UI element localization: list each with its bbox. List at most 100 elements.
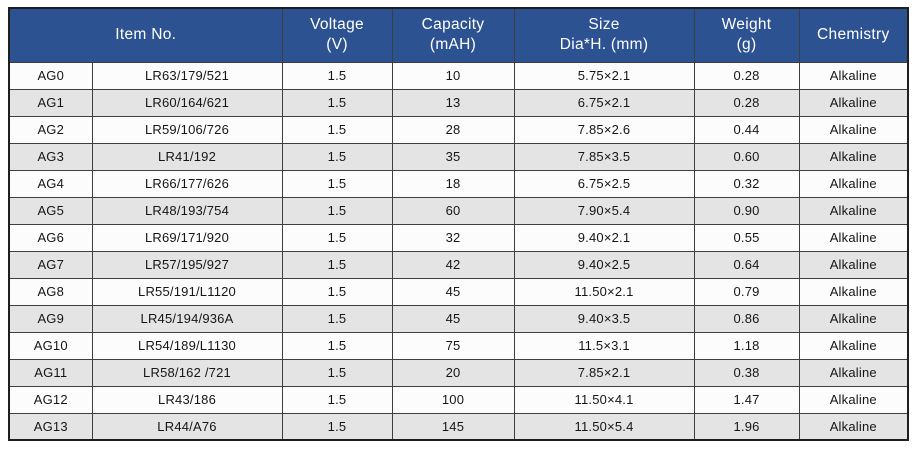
cell-model: LR45/194/936A: [91, 304, 283, 333]
cell-item-code: AG0: [8, 61, 93, 90]
cell-model: LR59/106/726: [91, 115, 283, 144]
cell-item-code: AG3: [8, 142, 93, 171]
table-header: Item No. Voltage (V) Capacity (mAH) Size…: [8, 7, 909, 63]
cell-voltage-v: 1.5: [281, 385, 393, 414]
cell-weight-g: 1.47: [693, 385, 800, 414]
cell-voltage-v: 1.5: [281, 250, 393, 279]
cell-chemistry: Alkaline: [798, 169, 909, 198]
table-row: AG6 LR69/171/920 1.5 32 9.40×2.1 0.55 Alkaline: [8, 223, 909, 252]
cell-chemistry: Alkaline: [798, 223, 909, 252]
cell-voltage-v: 1.5: [281, 223, 393, 252]
cell-item-code: AG9: [8, 304, 93, 333]
header-capacity-unit: (mAH): [429, 36, 477, 54]
cell-weight-g: 0.28: [693, 61, 800, 90]
cell-model: LR41/192: [91, 142, 283, 171]
cell-chemistry: Alkaline: [798, 196, 909, 225]
cell-model: LR54/189/L1130: [91, 331, 283, 360]
cell-voltage-v: 1.5: [281, 61, 393, 90]
table-row: AG7 LR57/195/927 1.5 42 9.40×2.5 0.64 Alkaline: [8, 250, 909, 279]
cell-size-mm: 5.75×2.1: [513, 61, 695, 90]
cell-item-code: AG1: [8, 88, 93, 117]
cell-weight-g: 0.86: [693, 304, 800, 333]
header-chemistry: Chemistry: [798, 7, 909, 63]
cell-chemistry: Alkaline: [798, 358, 909, 387]
cell-chemistry: Alkaline: [798, 142, 909, 171]
cell-voltage-v: 1.5: [281, 196, 393, 225]
cell-model: LR48/193/754: [91, 196, 283, 225]
table-row: AG11 LR58/162 /721 1.5 20 7.85×2.1 0.38 Alkali…: [8, 358, 909, 387]
cell-capacity-mah: 75: [391, 331, 515, 360]
cell-weight-g: 0.55: [693, 223, 800, 252]
header-weight-label: Weight: [721, 16, 772, 34]
cell-chemistry: Alkaline: [798, 61, 909, 90]
cell-model: LR58/162 /721: [91, 358, 283, 387]
cell-chemistry: Alkaline: [798, 250, 909, 279]
header-item-no: Item No.: [8, 7, 283, 63]
cell-size-mm: 11.50×4.1: [513, 385, 695, 414]
table-row: AG1 LR60/164/621 1.5 13 6.75×2.1 0.28 Alkaline: [8, 88, 909, 117]
cell-weight-g: 0.32: [693, 169, 800, 198]
header-chemistry-label: Chemistry: [817, 26, 890, 44]
cell-model: LR63/179/521: [91, 61, 283, 90]
cell-item-code: AG6: [8, 223, 93, 252]
cell-item-code: AG10: [8, 331, 93, 360]
cell-capacity-mah: 60: [391, 196, 515, 225]
battery-spec-table: Item No. Voltage (V) Capacity (mAH) Size…: [8, 7, 910, 441]
cell-item-code: AG8: [8, 277, 93, 306]
cell-chemistry: Alkaline: [798, 115, 909, 144]
header-voltage-label: Voltage: [310, 16, 364, 34]
cell-size-mm: 7.85×2.1: [513, 358, 695, 387]
header-voltage-unit: (V): [326, 36, 348, 54]
cell-chemistry: Alkaline: [798, 88, 909, 117]
cell-model: LR66/177/626: [91, 169, 283, 198]
table-row: AG9 LR45/194/936A 1.5 45 9.40×3.5 0.86 Alkalin…: [8, 304, 909, 333]
cell-voltage-v: 1.5: [281, 304, 393, 333]
cell-size-mm: 11.50×2.1: [513, 277, 695, 306]
cell-capacity-mah: 45: [391, 277, 515, 306]
cell-weight-g: 0.44: [693, 115, 800, 144]
table-row: AG13 LR44/A76 1.5 145 11.50×5.4 1.96 Alkaline: [8, 412, 909, 441]
cell-item-code: AG4: [8, 169, 93, 198]
cell-capacity-mah: 13: [391, 88, 515, 117]
cell-capacity-mah: 35: [391, 142, 515, 171]
cell-chemistry: Alkaline: [798, 331, 909, 360]
header-row: Item No. Voltage (V) Capacity (mAH) Size…: [8, 7, 909, 63]
cell-voltage-v: 1.5: [281, 331, 393, 360]
cell-size-mm: 7.85×2.6: [513, 115, 695, 144]
table-body: AG0 LR63/179/521 1.5 10 5.75×2.1 0.28 Alkaline…: [8, 61, 909, 441]
cell-item-code: AG7: [8, 250, 93, 279]
table-row: AG2 LR59/106/726 1.5 28 7.85×2.6 0.44 Alkaline: [8, 115, 909, 144]
cell-capacity-mah: 28: [391, 115, 515, 144]
cell-chemistry: Alkaline: [798, 412, 909, 441]
table-row: AG4 LR66/177/626 1.5 18 6.75×2.5 0.32 Alkaline: [8, 169, 909, 198]
table-row: AG8 LR55/191/L1120 1.5 45 11.50×2.1 0.79 Alkal…: [8, 277, 909, 306]
cell-voltage-v: 1.5: [281, 115, 393, 144]
header-size-label: Size: [588, 16, 620, 34]
cell-size-mm: 9.40×2.5: [513, 250, 695, 279]
cell-item-code: AG5: [8, 196, 93, 225]
cell-size-mm: 9.40×2.1: [513, 223, 695, 252]
cell-voltage-v: 1.5: [281, 88, 393, 117]
cell-capacity-mah: 100: [391, 385, 515, 414]
cell-model: LR43/186: [91, 385, 283, 414]
cell-size-mm: 9.40×3.5: [513, 304, 695, 333]
cell-size-mm: 11.50×5.4: [513, 412, 695, 441]
cell-chemistry: Alkaline: [798, 385, 909, 414]
cell-model: LR44/A76: [91, 412, 283, 441]
cell-voltage-v: 1.5: [281, 169, 393, 198]
header-item-no-label: Item No.: [115, 26, 177, 44]
cell-item-code: AG2: [8, 115, 93, 144]
cell-size-mm: 7.90×5.4: [513, 196, 695, 225]
cell-weight-g: 1.18: [693, 331, 800, 360]
cell-model: LR57/195/927: [91, 250, 283, 279]
cell-weight-g: 0.79: [693, 277, 800, 306]
cell-model: LR60/164/621: [91, 88, 283, 117]
cell-voltage-v: 1.5: [281, 412, 393, 441]
cell-weight-g: 0.90: [693, 196, 800, 225]
header-size: Size Dia*H. (mm): [513, 7, 695, 63]
cell-capacity-mah: 145: [391, 412, 515, 441]
cell-size-mm: 6.75×2.1: [513, 88, 695, 117]
cell-weight-g: 0.28: [693, 88, 800, 117]
cell-model: LR55/191/L1120: [91, 277, 283, 306]
table-row: AG10 LR54/189/L1130 1.5 75 11.5×3.1 1.18 Alkal…: [8, 331, 909, 360]
